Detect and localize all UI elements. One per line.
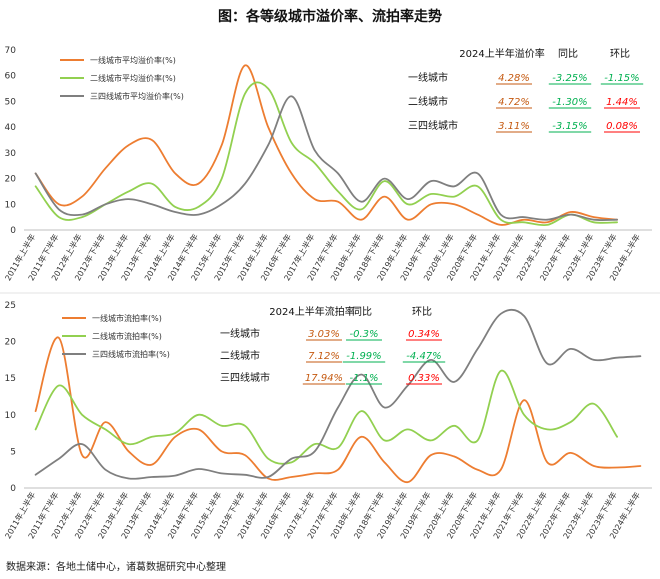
table-cell-mom: -1.15% [604, 73, 639, 84]
table-header-yoy: 同比 [352, 306, 372, 318]
y-tick-label: 40 [5, 123, 17, 133]
legend-label: 二线城市平均溢价率(%) [90, 73, 176, 83]
table-cell-yoy: -1.1% [349, 373, 378, 384]
chart-panel-2: 05101520252011年上半年2011年下半年2012年上半年2012年下… [3, 301, 652, 540]
y-tick-label: 20 [5, 338, 17, 348]
legend-label: 一线城市平均溢价率(%) [90, 55, 176, 65]
series-line-1 [34, 64, 618, 226]
table-cell-value: 7.12% [308, 351, 340, 362]
table-cell-value: 3.11% [498, 121, 530, 132]
table-cell-yoy: -1.99% [346, 351, 381, 362]
series-line-2 [34, 81, 618, 227]
legend: 一线城市平均溢价率(%) 二线城市平均溢价率(%) 三四线城市平均溢价率(%) [60, 55, 184, 101]
table-cell-value: 3.03% [308, 329, 340, 340]
table-header-mom: 环比 [610, 48, 630, 60]
table-cell-yoy: -3.15% [552, 121, 587, 132]
legend: 一线城市流拍率(%) 二线城市流拍率(%) 三四线城市流拍率(%) [62, 313, 170, 359]
y-tick-label: 10 [5, 200, 17, 210]
legend-label: 三四线城市平均溢价率(%) [90, 91, 184, 101]
series-line-1 [34, 336, 642, 484]
table-row-label: 一线城市 [220, 327, 260, 340]
y-tick-label: 10 [5, 411, 17, 421]
table-cell-mom: -4.47% [406, 351, 441, 362]
y-tick-label: 25 [5, 301, 16, 311]
y-tick-label: 70 [5, 46, 17, 56]
series-line-3 [34, 308, 642, 480]
table-cell-yoy: -3.25% [552, 73, 587, 84]
y-tick-label: 15 [5, 374, 16, 384]
table-cell-mom: 1.44% [606, 97, 638, 108]
table-row-label: 三四线城市 [220, 371, 270, 384]
table-header-period: 2024上半年溢价率 [459, 47, 544, 60]
y-tick-label: 0 [10, 226, 16, 236]
legend-label: 一线城市流拍率(%) [92, 313, 162, 323]
y-tick-label: 0 [10, 484, 16, 494]
table-cell-mom: 0.08% [606, 121, 638, 132]
y-tick-label: 50 [5, 97, 17, 107]
chart-panel-1: 0102030405060702011年上半年2011年下半年2012年上半年2… [3, 46, 652, 282]
table-cell-yoy: -0.3% [349, 329, 378, 340]
table-row-label: 三四线城市 [408, 119, 458, 132]
table-header-mom: 环比 [412, 306, 432, 318]
table-cell-mom: 0.33% [408, 373, 440, 384]
series-line-2 [34, 369, 618, 465]
data-source-note: 数据来源：各地土储中心，诸葛数据研究中心整理 [6, 562, 226, 573]
table-header-period: 2024上半年流拍率 [269, 305, 354, 318]
y-tick-label: 20 [5, 175, 17, 185]
y-tick-label: 60 [5, 72, 17, 82]
table-cell-value: 17.94% [305, 373, 343, 384]
y-tick-label: 30 [5, 149, 17, 159]
legend-label: 三四线城市流拍率(%) [92, 349, 170, 359]
y-tick-label: 5 [10, 447, 16, 457]
table-header-yoy: 同比 [558, 48, 578, 60]
table-cell-value: 4.28% [498, 73, 530, 84]
figure-title: 图：各等级城市溢价率、流拍率走势 [218, 9, 442, 25]
legend-label: 二线城市流拍率(%) [92, 331, 162, 341]
table-row-label: 二线城市 [220, 349, 260, 362]
table-cell-value: 4.72% [498, 97, 530, 108]
table-row-label: 一线城市 [408, 71, 448, 84]
table-row-label: 二线城市 [408, 95, 448, 108]
table-cell-mom: 0.34% [408, 329, 440, 340]
series-line-3 [34, 95, 618, 221]
table-cell-yoy: -1.30% [552, 97, 587, 108]
